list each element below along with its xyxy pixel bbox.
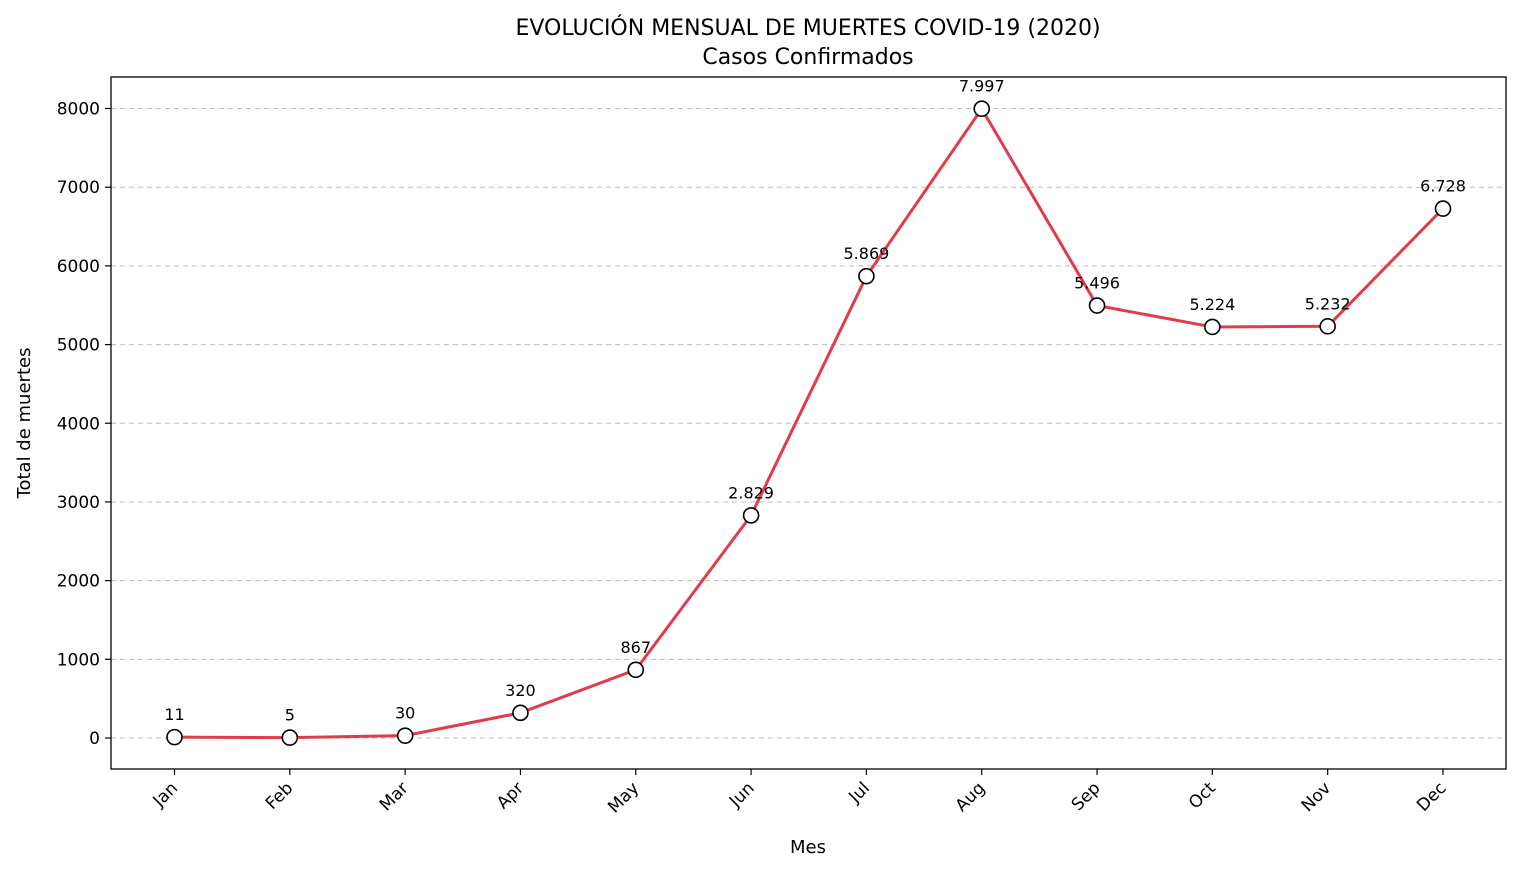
x-tick-label: Sep (1068, 778, 1105, 815)
data-point (1434, 200, 1452, 217)
data-point (166, 728, 183, 746)
chart-subtitle: Casos Confirmados (702, 45, 913, 70)
data-point (627, 661, 645, 679)
y-tick-label: 1000 (57, 650, 100, 670)
y-tick-label: 7000 (57, 178, 100, 198)
x-tick-label: Aug (952, 778, 990, 816)
y-tick-label: 2000 (57, 572, 100, 592)
x-tick-label: Apr (493, 778, 528, 813)
data-point (742, 507, 760, 524)
data-point (281, 729, 299, 746)
y-tick-label: 0 (89, 729, 100, 749)
data-point (512, 704, 529, 722)
x-tick-label: Feb (262, 778, 297, 813)
plot-area-frame (110, 76, 1507, 770)
series (166, 100, 1452, 746)
x-axis-label: Mes (790, 837, 826, 858)
x-tick-label: Dec (1413, 778, 1450, 815)
data-label: 5.224 (1189, 295, 1235, 314)
y-tick-label: 4000 (57, 414, 100, 434)
x-tick-label: Jun (725, 778, 759, 812)
data-point (973, 100, 991, 118)
x-tick-label: Nov (1298, 778, 1336, 816)
data-label: 5.496 (1074, 274, 1120, 293)
chart-title: EVOLUCIÓN MENSUAL DE MUERTES COVID-19 (2… (515, 15, 1100, 41)
y-axis-label: Total de muertes (14, 348, 35, 500)
x-tick-label: May (604, 778, 643, 817)
data-label: 2.829 (728, 483, 774, 502)
data-label: 320 (505, 681, 536, 700)
y-tick-label: 6000 (57, 257, 100, 277)
data-label: 6.728 (1420, 177, 1466, 196)
series-line (173, 107, 1445, 740)
data-point (1204, 318, 1221, 336)
x-tick-label: Jul (845, 778, 874, 807)
data-label: 5 (285, 706, 295, 725)
data-point (1319, 318, 1336, 335)
x-axis: Jan Feb Mar Apr May Jun Jul Aug Sep Oct Nov Dec (149, 769, 1451, 817)
data-point (1088, 297, 1106, 314)
y-axis: 0 1000 2000 3000 4000 5000 6000 7000 8000 (57, 100, 111, 749)
data-labels: 11 5 30 320 867 2.829 5.869 7.997 5.496 5.224 5.23… (164, 77, 1466, 725)
x-tick-label: Jan (149, 778, 182, 811)
grid (111, 108, 1506, 739)
data-label: 5.869 (844, 244, 890, 263)
data-label: 7.997 (959, 77, 1005, 96)
y-tick-label: 3000 (57, 493, 100, 513)
y-tick-label: 5000 (57, 336, 100, 356)
data-point (858, 267, 875, 285)
data-label: 11 (164, 705, 184, 724)
data-label: 867 (620, 638, 651, 657)
y-tick-label: 8000 (57, 100, 100, 120)
data-label: 30 (395, 704, 415, 723)
x-tick-label: Oct (1185, 778, 1220, 813)
data-label: 5.232 (1305, 294, 1351, 313)
x-tick-label: Mar (376, 778, 413, 815)
data-point (396, 727, 414, 744)
